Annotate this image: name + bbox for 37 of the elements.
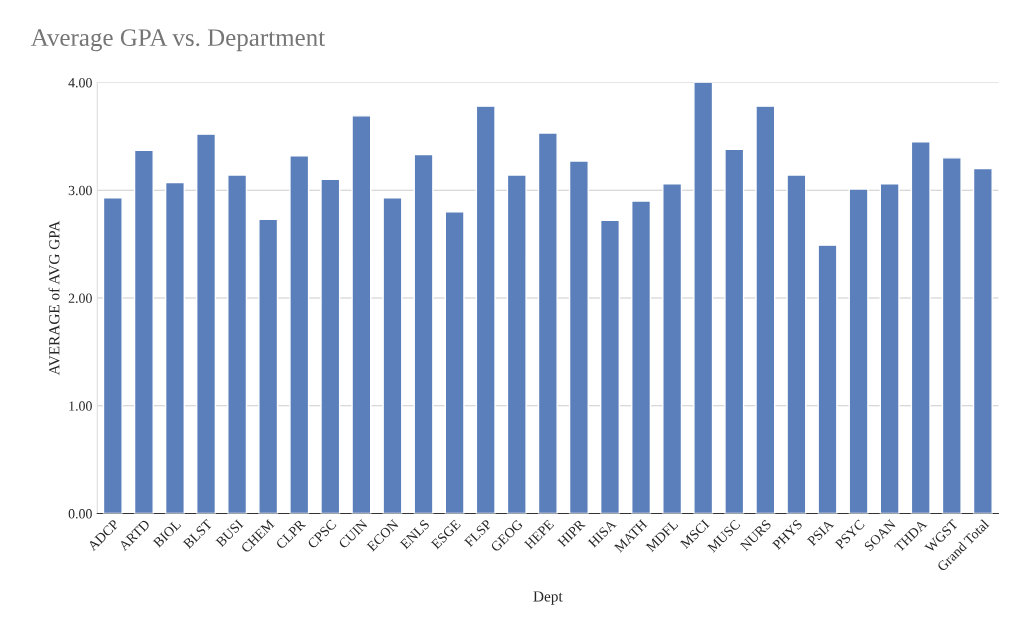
bar xyxy=(351,115,372,514)
y-tick-label: 0.00 xyxy=(68,509,92,519)
bar xyxy=(631,200,652,514)
y-axis-title: AVERAGE of AVG GPA xyxy=(48,220,60,376)
bar xyxy=(444,211,465,514)
bar xyxy=(164,181,185,514)
bar xyxy=(382,197,403,514)
bar xyxy=(599,219,621,514)
bar xyxy=(848,188,869,514)
bar xyxy=(320,178,341,514)
y-tick-label: 2.00 xyxy=(68,293,92,303)
bar xyxy=(786,174,807,514)
bar xyxy=(537,132,558,514)
bar xyxy=(568,160,589,514)
bar xyxy=(196,133,217,514)
y-tick-label: 4.00 xyxy=(68,78,92,88)
bar xyxy=(941,157,962,514)
bar xyxy=(289,155,310,514)
bar xyxy=(133,149,154,514)
bar xyxy=(258,218,279,514)
bar xyxy=(817,244,838,514)
bar xyxy=(227,174,248,514)
bar xyxy=(910,141,931,514)
bar xyxy=(755,105,776,514)
bar xyxy=(972,167,993,514)
y-tick-label: 3.00 xyxy=(68,185,92,196)
bar xyxy=(475,105,496,514)
x-axis-title: Dept xyxy=(533,591,563,605)
bar xyxy=(662,183,683,514)
bar xyxy=(879,183,900,514)
bar xyxy=(102,197,123,514)
chart-title: Average GPA vs. Department xyxy=(30,29,325,52)
bar xyxy=(693,82,714,514)
bar xyxy=(724,148,745,514)
bar xyxy=(413,153,434,514)
bar xyxy=(506,174,527,514)
y-tick-label: 1.00 xyxy=(69,401,92,411)
